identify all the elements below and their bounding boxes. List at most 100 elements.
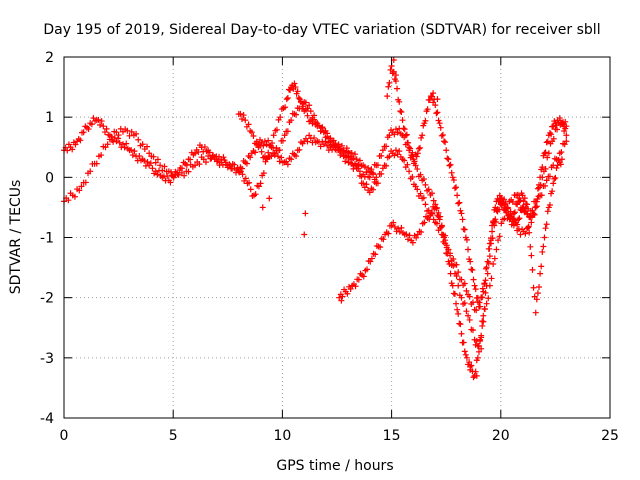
data-point [360,180,367,187]
data-point-interp [420,175,427,182]
data-point-interp [377,244,384,251]
data-point-interp [413,153,420,160]
data-point-interp [400,125,407,132]
data-point-interp [538,263,545,270]
data-point-interp [407,145,414,152]
data-point [100,123,107,130]
data-point-interp [383,162,390,169]
data-point [414,150,421,157]
data-point-interp [477,337,484,344]
data-point [340,147,347,154]
data-point-interp [306,102,313,109]
data-point-interp [116,139,123,146]
data-point [430,90,437,97]
data-point [104,141,111,148]
data-point [537,270,544,277]
data-point [475,348,482,355]
data-point [275,153,282,160]
data-marks [61,57,570,381]
data-point-interp [404,139,411,146]
data-point-interp [247,154,254,161]
data-point-interp [355,165,362,172]
data-point [467,366,474,373]
data-point-interp [538,192,545,199]
data-point-interp [360,273,367,280]
x-tick-label: 15 [383,428,401,444]
data-point-interp [417,190,424,197]
data-point-interp [546,173,553,180]
data-point-interp [455,310,462,317]
data-point-interp [556,115,563,122]
data-point-interp [319,125,326,132]
data-point-interp [533,296,540,303]
data-point-interp [539,248,546,255]
data-point [270,132,277,139]
data-point-interp [265,137,272,144]
data-point-interp [560,121,567,128]
data-point [458,276,465,283]
data-point-interp [528,214,535,221]
data-point-interp [356,157,363,164]
data-point-interp [246,179,253,186]
data-point-interp [365,165,372,172]
data-point-interp [426,96,433,103]
data-point-interp [240,112,247,119]
data-point-interp [492,204,499,211]
data-point-interp [88,121,95,128]
data-point-interp [304,105,311,112]
data-point-interp [516,215,523,222]
x-tick-label: 20 [492,428,510,444]
data-point-interp [418,134,425,141]
data-point-interp [187,156,194,163]
data-point [392,78,399,85]
data-point-interp [385,230,392,237]
data-point [307,108,314,115]
data-point [510,216,517,223]
data-point-interp [495,237,502,244]
data-point-interp [456,320,463,327]
data-point [384,93,391,100]
data-point-interp [486,253,493,260]
x-tick-label: 25 [601,428,619,444]
data-point [392,72,399,79]
data-point-interp [517,197,524,204]
data-point-interp [185,168,192,175]
data-point-interp [402,132,409,139]
data-point-interp [544,208,551,215]
data-point [266,195,273,202]
data-point-interp [363,181,370,188]
data-point-interp [461,226,468,233]
data-point-interp [147,160,154,167]
data-point-interp [518,207,525,214]
data-point [288,156,295,163]
data-point [550,162,557,169]
data-point-interp [469,327,476,334]
data-point [462,351,469,358]
data-point-interp [443,147,450,154]
data-point [458,330,465,337]
data-point-interp [129,152,136,159]
data-point [395,225,402,232]
data-point-interp [394,85,401,92]
data-point-interp [364,266,371,273]
data-point [368,255,375,262]
data-point-interp [437,224,444,231]
data-point-interp [430,216,437,223]
data-point-interp [496,192,503,199]
data-point [480,312,487,319]
data-point-interp [450,256,457,263]
y-tick-label: -1 [40,231,54,247]
data-point-interp [422,201,429,208]
data-point-interp [315,122,322,129]
data-point-interp [123,140,130,147]
data-point-interp [284,161,291,168]
data-point [441,138,448,145]
data-point [412,183,419,190]
data-point-interp [64,147,71,154]
y-tick-label: -2 [40,291,54,307]
data-point-interp [548,131,555,138]
data-point-interp [416,144,423,151]
data-point [336,294,343,301]
data-point-interp [103,125,110,132]
